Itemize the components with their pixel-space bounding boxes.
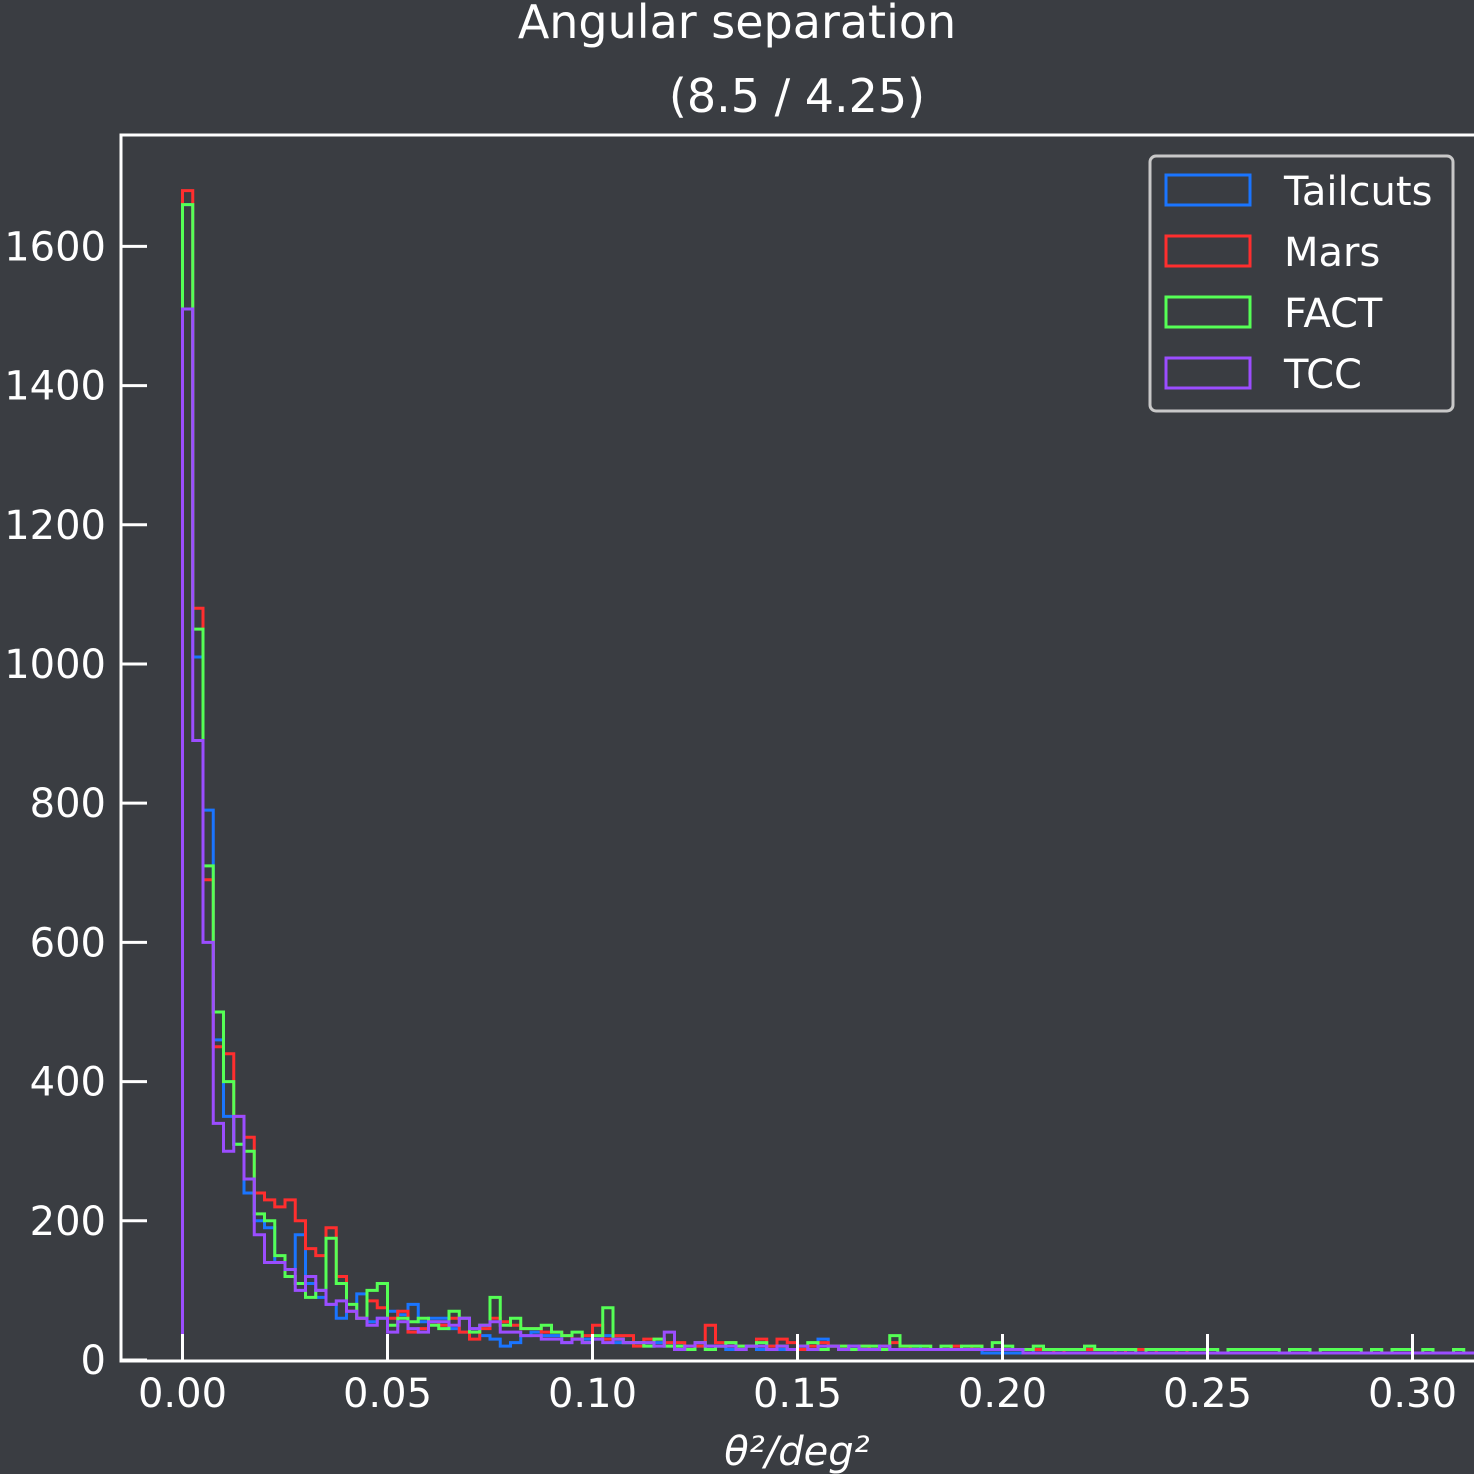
legend-label-tcc: TCC	[1283, 352, 1362, 398]
legend-label-fact: FACT	[1284, 291, 1383, 337]
x-tick-label: 0.30	[1368, 1371, 1457, 1417]
y-tick-label: 1200	[4, 503, 106, 549]
legend-swatch-mars	[1164, 234, 1252, 268]
legend-frame	[1148, 154, 1455, 413]
x-tick-label: 0.05	[343, 1371, 432, 1417]
axis-ticks: 0.00 0.05 0.10 0.15 0.20 0.25 0.30 0 200 400 600 80…	[4, 224, 1457, 1417]
x-tick-label: 0.20	[958, 1371, 1047, 1417]
legend-swatch-tcc	[1164, 356, 1252, 390]
chart-subtitle: (8.5 / 4.25)	[669, 69, 925, 123]
plot-frame	[119, 133, 1474, 1363]
y-tick-label: 0	[81, 1338, 106, 1384]
chart-title: Angular separation	[518, 0, 956, 49]
series-tcc-line	[181, 307, 1474, 1360]
y-tick-label: 1600	[4, 224, 106, 270]
series-layer	[181, 189, 1474, 1360]
y-tick-label: 400	[30, 1060, 106, 1106]
y-tick-label: 1000	[4, 642, 106, 688]
legend-label-tailcuts: Tailcuts	[1283, 169, 1432, 215]
legend-swatch-tailcuts	[1164, 173, 1252, 207]
x-axis-label: θ²/deg²	[724, 1429, 869, 1474]
y-tick-label: 1400	[4, 364, 106, 410]
legend-label-mars: Mars	[1284, 230, 1380, 276]
legend-swatch-fact	[1164, 295, 1252, 329]
y-tick-label: 200	[30, 1199, 106, 1245]
y-tick-label: 800	[30, 781, 106, 827]
x-tick-label: 0.10	[548, 1371, 637, 1417]
x-tick-label: 0.00	[138, 1371, 227, 1417]
x-tick-label: 0.25	[1163, 1371, 1252, 1417]
y-tick-label: 600	[30, 920, 106, 966]
legend: Tailcuts Mars FACT TCC	[1148, 154, 1455, 413]
x-tick-label: 0.15	[753, 1371, 842, 1417]
